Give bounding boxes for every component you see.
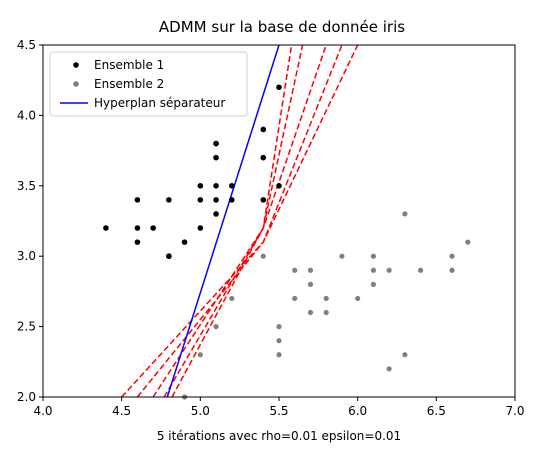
point-ensemble-2	[370, 253, 376, 259]
legend-label-ensemble-2: Ensemble 2	[94, 77, 164, 91]
separator-lines	[121, 45, 359, 397]
point-ensemble-2	[307, 267, 314, 273]
point-ensemble-1	[181, 239, 188, 245]
chart-title: ADMM sur la base de donnée iris	[159, 18, 405, 36]
point-ensemble-2	[197, 352, 203, 358]
y-tick-label: 3.5	[17, 179, 36, 193]
point-ensemble-1	[197, 183, 204, 189]
point-ensemble-1	[103, 225, 109, 231]
y-tick-label: 2.0	[17, 390, 36, 404]
point-ensemble-2	[402, 211, 408, 217]
point-ensemble-2	[339, 253, 345, 259]
point-ensemble-2	[260, 253, 266, 259]
legend: Ensemble 1 Ensemble 2 Hyperplan séparate…	[49, 51, 248, 117]
x-tick-label: 6.5	[427, 404, 446, 418]
x-tick-label: 4.0	[33, 404, 52, 418]
point-ensemble-2	[323, 309, 329, 316]
point-ensemble-2	[355, 295, 361, 302]
y-tick-label: 3.0	[17, 249, 36, 263]
point-ensemble-1	[276, 84, 282, 91]
point-ensemble-2	[276, 338, 282, 344]
iteration-line-4	[163, 45, 304, 397]
point-ensemble-1	[276, 183, 282, 189]
point-ensemble-1	[134, 239, 141, 245]
point-ensemble-2	[276, 324, 282, 330]
point-ensemble-1	[150, 225, 156, 231]
y-tick-label: 2.5	[17, 320, 36, 334]
point-ensemble-2	[449, 267, 455, 273]
point-ensemble-1	[166, 253, 172, 259]
iteration-line-5	[171, 45, 293, 397]
hyperplan-line	[166, 45, 280, 397]
point-ensemble-1	[166, 197, 172, 203]
point-ensemble-2	[370, 281, 376, 287]
point-ensemble-2	[418, 267, 424, 273]
point-ensemble-1	[229, 183, 235, 189]
point-ensemble-2	[386, 267, 392, 273]
x-axis-label: 5 itérations avec rho=0.01 epsilon=0.01	[157, 429, 401, 443]
legend-box	[49, 51, 248, 117]
point-ensemble-2	[307, 309, 314, 316]
point-ensemble-2	[229, 295, 235, 302]
point-ensemble-1	[134, 197, 141, 203]
legend-marker-ensemble-2	[73, 81, 79, 87]
point-ensemble-2	[402, 352, 408, 358]
point-ensemble-1	[213, 140, 219, 147]
point-ensemble-2	[292, 267, 298, 273]
x-tick-label: 5.0	[191, 404, 210, 418]
point-ensemble-1	[260, 126, 267, 133]
y-tick-label: 4.0	[17, 108, 36, 122]
point-ensemble-2	[307, 281, 314, 287]
point-ensemble-1	[260, 154, 267, 161]
y-axis-ticks: 2.0 2.5 3.0 3.5 4.0 4.5	[17, 38, 43, 404]
iteration-line-2	[136, 45, 343, 397]
point-ensemble-2	[276, 352, 282, 358]
point-ensemble-1	[197, 225, 204, 231]
point-ensemble-1	[260, 197, 267, 203]
legend-marker-ensemble-1	[73, 62, 79, 68]
x-tick-label: 6.0	[348, 404, 367, 418]
point-ensemble-2	[386, 366, 392, 372]
point-ensemble-2	[323, 295, 329, 302]
point-ensemble-2	[465, 239, 471, 245]
legend-label-hyperplan: Hyperplan séparateur	[94, 96, 225, 110]
point-ensemble-2	[292, 295, 298, 302]
point-ensemble-1	[134, 225, 141, 231]
point-ensemble-2	[213, 324, 219, 330]
point-ensemble-2	[370, 267, 376, 273]
y-tick-label: 4.5	[17, 38, 36, 52]
point-ensemble-2	[449, 253, 455, 259]
point-ensemble-1	[213, 211, 219, 217]
point-ensemble-1	[213, 197, 219, 203]
x-tick-label: 7.0	[505, 404, 524, 418]
point-ensemble-1	[213, 154, 219, 161]
point-ensemble-1	[213, 183, 219, 189]
point-ensemble-1	[197, 197, 204, 203]
x-tick-label: 5.5	[269, 404, 288, 418]
x-tick-label: 4.5	[112, 404, 131, 418]
x-axis-ticks: 4.0 4.5 5.0 5.5 6.0 6.5 7.0	[33, 397, 525, 418]
point-ensemble-1	[229, 197, 235, 203]
data-points	[103, 84, 471, 400]
legend-label-ensemble-1: Ensemble 1	[94, 58, 164, 72]
